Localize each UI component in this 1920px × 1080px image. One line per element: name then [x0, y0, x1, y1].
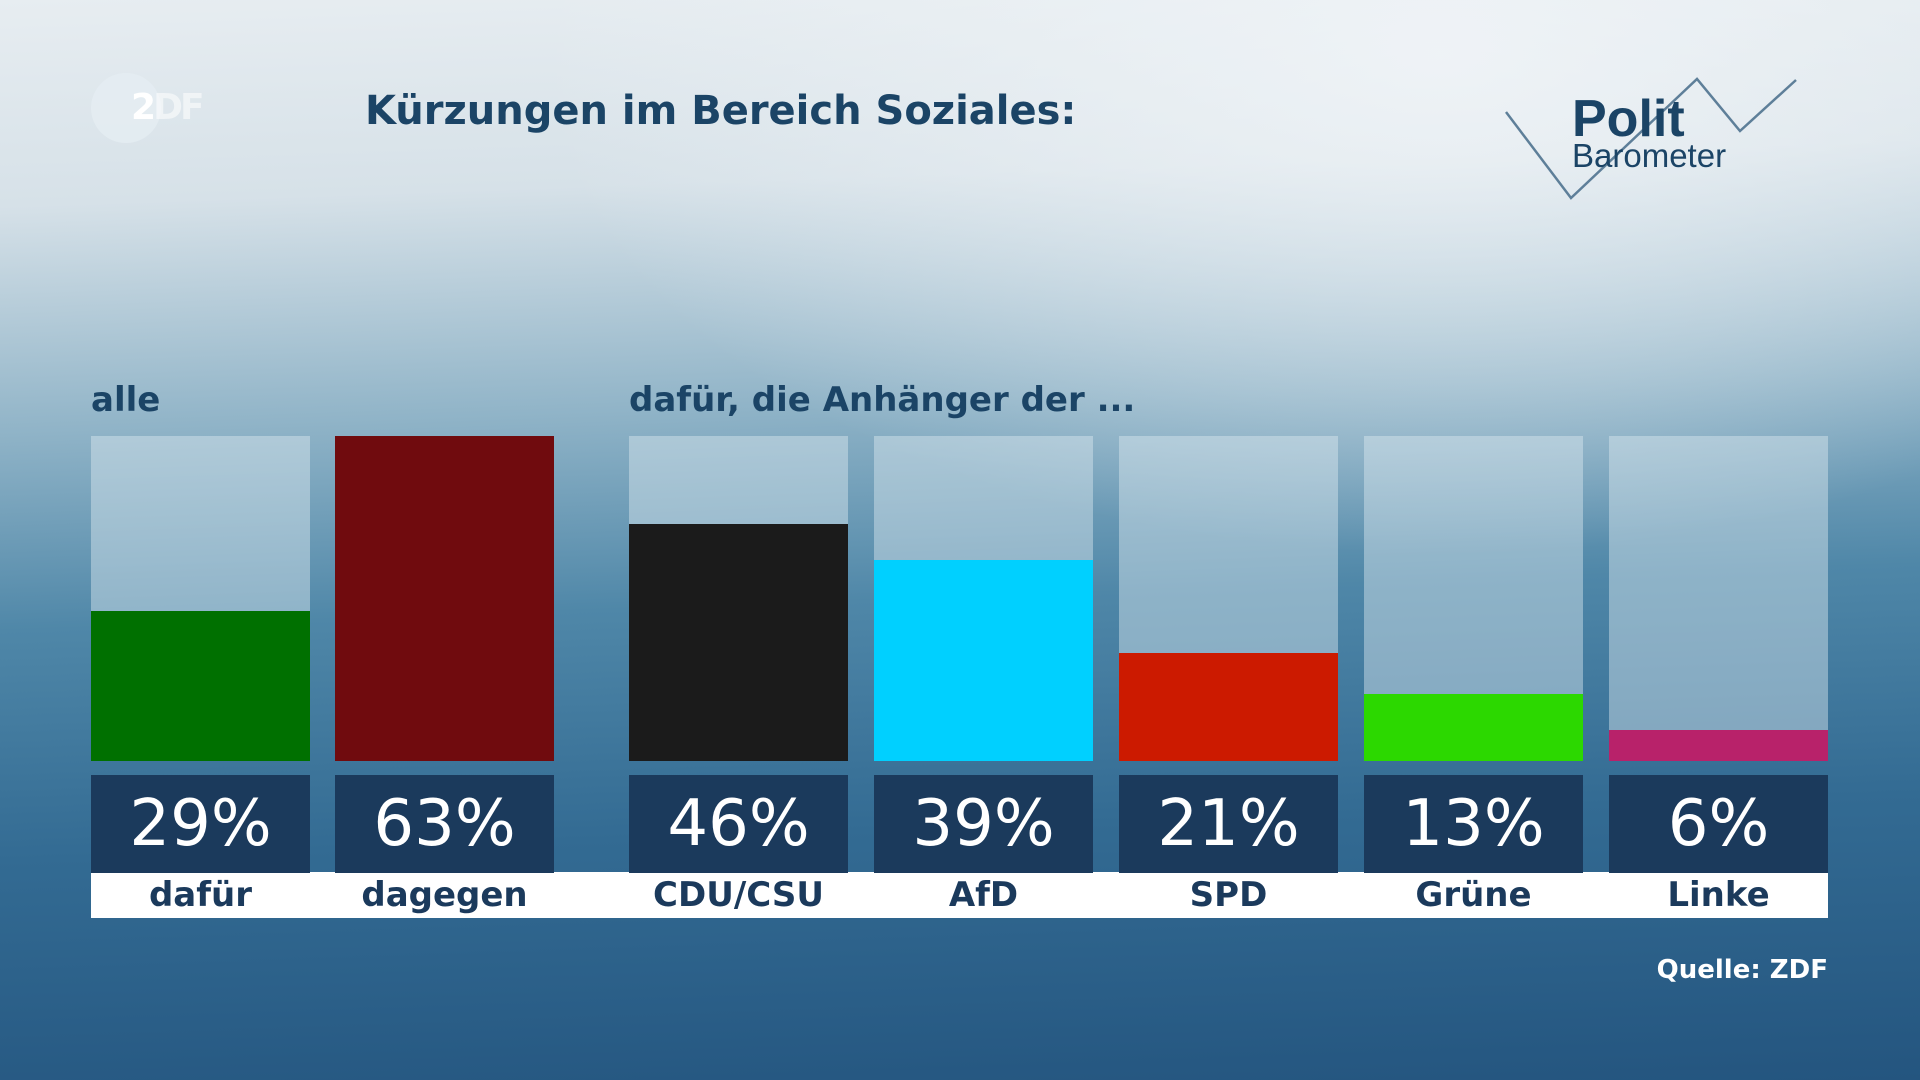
data-label: 13% — [1364, 775, 1583, 873]
bar-track — [1609, 436, 1828, 761]
bar-track — [335, 436, 554, 761]
category-label: SPD — [1189, 875, 1268, 915]
bar-column: 63% — [335, 436, 554, 873]
category-label: CDU/CSU — [653, 875, 824, 915]
bar — [874, 559, 1093, 761]
bar-track — [629, 436, 848, 761]
category-label: Grüne — [1415, 875, 1532, 915]
bar — [1119, 652, 1338, 761]
bar — [91, 611, 310, 761]
bar — [1609, 730, 1828, 761]
chart-title: Kürzungen im Bereich Soziales: — [365, 88, 1077, 134]
brand-barometer: Barometer — [1572, 137, 1727, 174]
brand-polit: Polit — [1572, 90, 1685, 148]
data-label: 39% — [874, 775, 1093, 873]
category-label: AfD — [948, 875, 1019, 915]
category-strip — [91, 872, 1828, 918]
bar-column: 13% — [1364, 436, 1583, 873]
zigzag-line-icon — [1505, 77, 1797, 200]
source-note: Quelle: ZDF — [1656, 955, 1828, 985]
zdf-logo: 2DF — [91, 73, 205, 143]
group-label-parties: dafür, die Anhänger der ... — [629, 380, 1136, 420]
category-label: dagegen — [361, 875, 528, 915]
bar — [1364, 693, 1583, 761]
category-label: Linke — [1667, 875, 1770, 915]
bar-column: 46% — [629, 436, 848, 873]
data-label: 6% — [1609, 775, 1828, 873]
bar — [335, 436, 554, 761]
bar-track — [874, 436, 1093, 761]
bar-column: 6% — [1609, 436, 1828, 873]
group-label-all: alle — [91, 380, 161, 420]
data-label: 63% — [335, 775, 554, 873]
data-label: 46% — [629, 775, 848, 873]
bar — [629, 523, 848, 761]
bar-track — [1364, 436, 1583, 761]
politbarometer-logo: Polit Barometer — [1500, 75, 1800, 205]
bar-column: 39% — [874, 436, 1093, 873]
data-label: 29% — [91, 775, 310, 873]
category-label: dafür — [148, 875, 253, 915]
bar-column: 29% — [91, 436, 310, 873]
bar-track — [1119, 436, 1338, 761]
bar-track — [91, 436, 310, 761]
data-label: 21% — [1119, 775, 1338, 873]
bar-column: 21% — [1119, 436, 1338, 873]
